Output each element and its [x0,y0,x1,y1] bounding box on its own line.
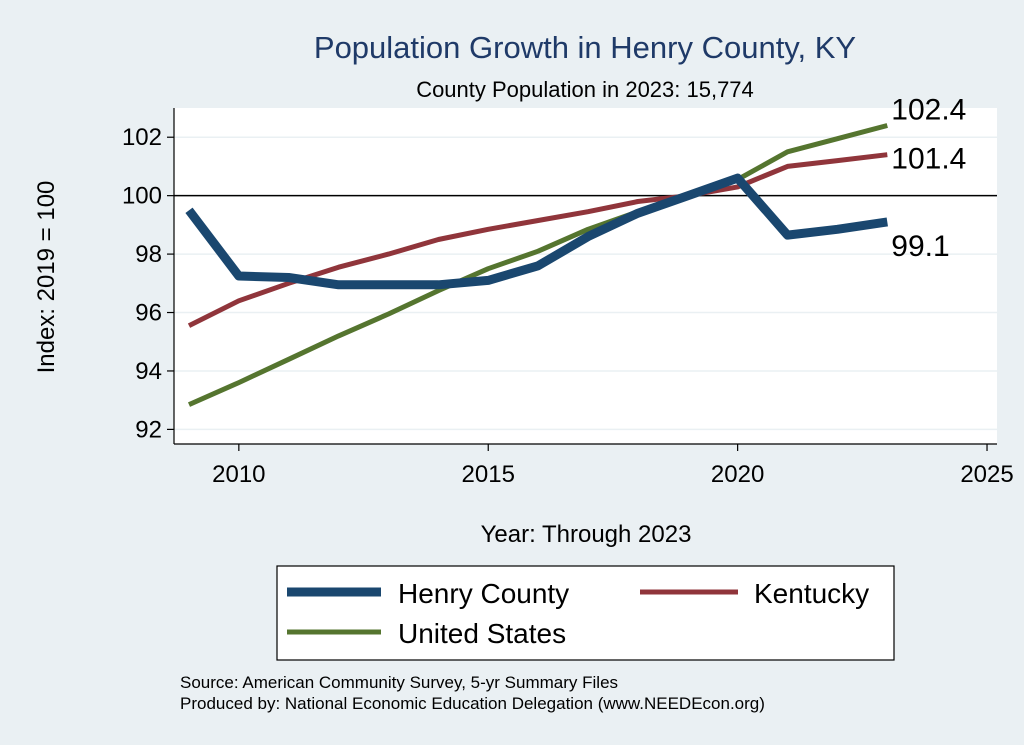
produced-by-note: Produced by: National Economic Education… [180,694,765,713]
legend-label-kentucky: Kentucky [754,578,869,609]
end-label-henry-county: 99.1 [891,230,949,263]
y-tick-label: 92 [135,416,162,443]
ticks: 92 94 96 98 100 102 2010 2015 2020 2025 [122,124,1014,488]
y-tick-label: 100 [122,183,162,210]
legend-box [276,565,895,661]
y-tick-label: 102 [122,124,162,151]
chart-subtitle: County Population in 2023: 15,774 [416,77,754,102]
x-tick-label: 2020 [711,461,764,488]
series-group [185,123,888,407]
end-label-kentucky: 101.4 [891,143,966,176]
source-note: Source: American Community Survey, 5-yr … [180,673,618,692]
x-axis-label: Year: Through 2023 [481,521,692,548]
x-tick-label: 2015 [462,461,515,488]
x-tick-label: 2010 [212,461,265,488]
chart-title: Population Growth in Henry County, KY [314,30,856,65]
end-label-united-states: 102.4 [891,94,966,127]
x-tick-label: 2025 [960,461,1013,488]
series-line-united-states [187,123,888,407]
y-axis-label: Index: 2019 = 100 [33,181,60,374]
end-labels: 99.1 101.4 102.4 [891,94,966,263]
y-tick-label: 94 [135,358,162,385]
axes [173,108,997,445]
y-tick-label: 98 [135,241,162,268]
grid [174,136,997,431]
legend: Henry County Kentucky United States [276,565,895,661]
y-tick-label: 96 [135,300,162,327]
legend-label-henry-county: Henry County [398,578,569,609]
series-line-henry-county [185,173,888,290]
legend-label-united-states: United States [398,618,566,649]
